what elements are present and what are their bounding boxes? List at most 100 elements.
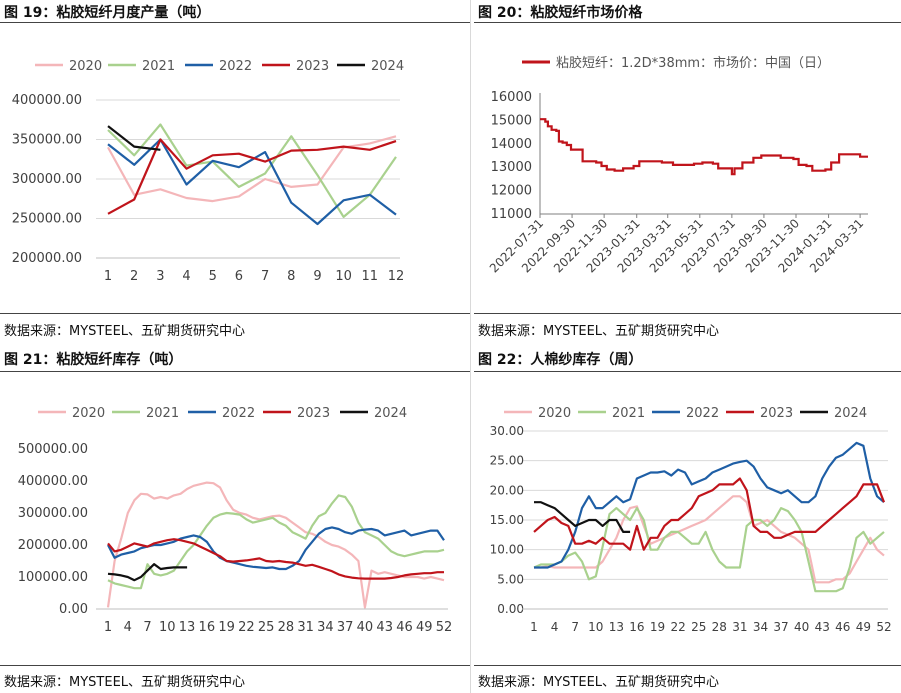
- chart-svg: 0.00 5.00 10.00 15.00 20.00 25.00 30.00 1 4 7 10 13…: [490, 406, 892, 634]
- series-line-粘胶短纤：1.2D*38mm：市场价：中国（日）: [540, 118, 868, 176]
- panel-separator: [470, 0, 471, 693]
- x-tick-label: 4: [124, 620, 132, 635]
- y-tick-label: 300000.00: [12, 172, 82, 187]
- legend-label-2024: 2024: [834, 406, 867, 421]
- x-tick-label: 28: [712, 620, 727, 634]
- series-line-2023: [533, 477, 886, 551]
- series-line-2024: [107, 563, 188, 582]
- legend-label-2020: 2020: [72, 406, 105, 421]
- series-line-2020: [107, 135, 397, 203]
- x-tick-label: 13: [609, 620, 624, 634]
- y-tick-label: 16000: [491, 90, 532, 105]
- x-tick-label: 10: [159, 620, 176, 635]
- x-tick-label: 4: [551, 620, 559, 634]
- x-tick-label: 40: [794, 620, 809, 634]
- legend-label-2023: 2023: [296, 59, 329, 74]
- x-tick-label: 16: [629, 620, 644, 634]
- x-tick-label: 28: [278, 620, 295, 635]
- y-tick-label: 500000.00: [18, 442, 88, 457]
- title-rule: [0, 22, 470, 23]
- x-tick-label: 1: [104, 269, 112, 284]
- legend-label-2021: 2021: [612, 406, 645, 421]
- y-tick-label: 11000: [491, 207, 532, 222]
- chart-panel-fig21: 图 21：粘胶短纤库存（吨） 0.00 100000.00 200000.00 300…: [0, 347, 470, 693]
- legend-label-2023: 2023: [760, 406, 793, 421]
- legend-label-2022: 2022: [222, 406, 255, 421]
- legend-label-2024: 2024: [371, 59, 404, 74]
- x-tick-label: 22: [670, 620, 685, 634]
- series-line-2022: [534, 441, 885, 569]
- series-line-2023: [107, 138, 397, 215]
- x-tick-label: 34: [317, 620, 334, 635]
- x-tick-label: 34: [753, 620, 768, 634]
- y-tick-label: 15.00: [490, 513, 524, 527]
- legend-label-2020: 2020: [69, 59, 102, 74]
- x-tick-label: 10: [588, 620, 603, 634]
- x-tick-label: 5: [209, 269, 217, 284]
- y-tick-label: 200000.00: [12, 251, 82, 266]
- y-tick-label: 10.00: [490, 543, 524, 557]
- x-tick-label: 1: [530, 620, 538, 634]
- x-tick-label: 22: [238, 620, 255, 635]
- x-tick-label: 46: [396, 620, 413, 635]
- source-rule: [0, 665, 470, 666]
- data-source: 数据来源：MYSTEEL、五矿期货研究中心: [478, 675, 720, 690]
- y-tick-label: 13000: [491, 160, 532, 175]
- y-tick-label: 0.00: [497, 602, 524, 616]
- y-tick-label: 12000: [491, 184, 532, 199]
- y-tick-label: 0.00: [59, 602, 88, 617]
- legend-label-2022: 2022: [686, 406, 719, 421]
- x-tick-label: 49: [856, 620, 871, 634]
- series-line-2024: [107, 125, 161, 151]
- source-rule: [474, 665, 901, 666]
- x-tick-label: 7: [261, 269, 269, 284]
- series-line-2023: [107, 538, 444, 580]
- x-tick-label: 40: [357, 620, 374, 635]
- series-line-2021: [107, 123, 397, 218]
- chart-svg: 200000.00 250000.00 300000.00 350000.00 4000…: [12, 59, 405, 284]
- y-tick-label: 400000.00: [18, 474, 88, 489]
- chart-panel-fig22: 图 22：人棉纱库存（周） 0.00 5.00 10.00 15.00 20.00 25.…: [474, 347, 901, 693]
- data-source: 数据来源：MYSTEEL、五矿期货研究中心: [4, 324, 246, 339]
- x-tick-label: 8: [287, 269, 295, 284]
- x-tick-label: 52: [436, 620, 453, 635]
- y-tick-label: 100000.00: [18, 570, 88, 585]
- y-tick-label: 250000.00: [12, 212, 82, 227]
- chart-svg: 0.00 100000.00 200000.00 300000.00 400000.00…: [18, 406, 453, 635]
- y-tick-label: 15000: [491, 113, 532, 128]
- series-line-2022: [107, 138, 397, 226]
- x-tick-label: 19: [218, 620, 235, 635]
- chart-svg: 11000 12000 13000 14000 15000 16000 粘胶短纤：1.2D*…: [487, 55, 868, 275]
- x-tick-label: 43: [815, 620, 830, 634]
- title-rule: [474, 22, 901, 23]
- chart-panel-fig20: 图 20：粘胶短纤市场价格 11000 12000 13000 14000 15000 1…: [474, 0, 901, 350]
- x-tick-label: 37: [773, 620, 788, 634]
- y-tick-label: 20.00: [490, 483, 524, 497]
- chart-title: 图 21：粘胶短纤库存（吨）: [4, 352, 183, 368]
- x-tick-label: 16: [199, 620, 216, 635]
- y-tick-label: 400000.00: [12, 93, 82, 108]
- y-tick-label: 350000.00: [12, 133, 82, 148]
- series-line-2024: [534, 501, 631, 533]
- legend-label-2021: 2021: [142, 59, 175, 74]
- x-tick-label: 31: [297, 620, 314, 635]
- source-rule: [474, 313, 901, 314]
- x-tick-label: 7: [143, 620, 151, 635]
- x-tick-label: 9: [313, 269, 321, 284]
- legend-label: 粘胶短纤：1.2D*38mm：市场价：中国（日）: [556, 55, 830, 71]
- x-tick-label: 49: [416, 620, 433, 635]
- x-tick-label: 37: [337, 620, 354, 635]
- series-line-2021: [107, 494, 445, 590]
- x-tick-label: 11: [362, 269, 379, 284]
- x-tick-label: 3: [156, 269, 164, 284]
- x-tick-label: 2: [130, 269, 138, 284]
- x-tick-label: 52: [876, 620, 891, 634]
- chart-title: 图 20：粘胶短纤市场价格: [478, 5, 643, 21]
- series-line-2020: [106, 481, 445, 609]
- x-tick-label: 25: [258, 620, 275, 635]
- chart-panel-fig19: 图 19：粘胶短纤月度产量（吨） 200000.00 250000.00 30000…: [0, 0, 470, 350]
- title-rule: [0, 371, 470, 372]
- y-tick-label: 30.00: [490, 424, 524, 438]
- y-tick-label: 5.00: [497, 572, 524, 586]
- x-tick-label: 46: [835, 620, 850, 634]
